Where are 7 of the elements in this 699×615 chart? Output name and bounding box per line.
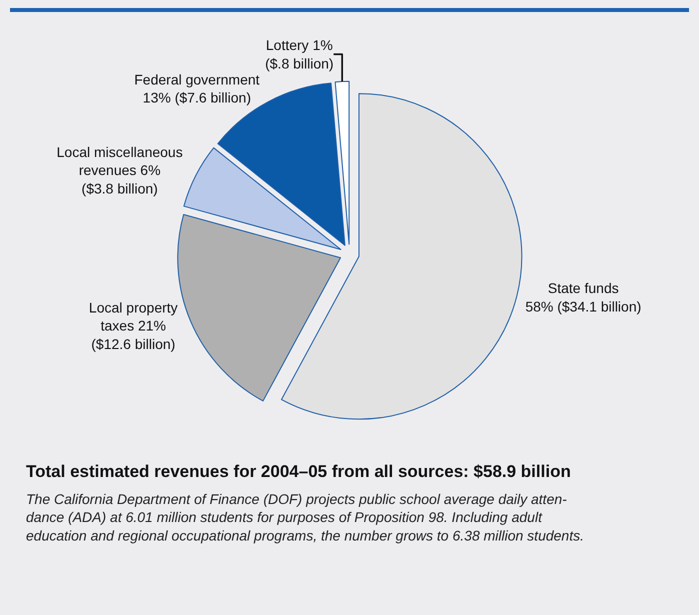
slice-label: Lottery 1% ($.8 billion) [265,37,334,72]
slice-label: State funds 58% ($34.1 billion) [525,280,642,314]
slice-label: Local property taxes 21% ($12.6 billion) [88,299,178,352]
text: Total estimated revenues for 2004–05 from all sources: $58.9 billion [26,462,571,481]
slice-label: Federal government 13% ($7.6 billion) [134,71,260,106]
text: The California Department of Finance (DOF) projects public school average daily atten- dance (ADA) at 6.01 million students for purposes of Proposition 98. Including adult education and regional occupational programs, the number grows to 6.38 million students. [26,491,584,544]
slice-label: Local miscellaneous revenues 6% ($3.8 billion) [56,144,183,196]
